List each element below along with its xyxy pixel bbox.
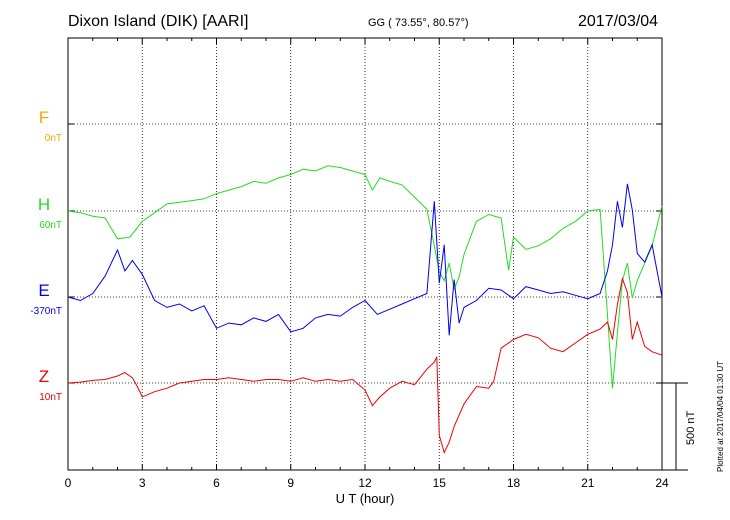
x-axis-ticks: 0 3 6 9 12 15 18 21 24 — [65, 38, 669, 490]
x-tick-label: 9 — [287, 476, 294, 490]
plotted-note: Plotted at 2017/04/04 01:30 UT — [716, 361, 725, 472]
series-name-h: H — [38, 195, 50, 214]
x-tick-label: 24 — [655, 476, 669, 490]
x-tick-label: 3 — [139, 476, 146, 490]
grid — [68, 38, 662, 470]
x-tick-label: 6 — [213, 476, 220, 490]
coordinates-label: GG ( 73.55°, 80.57°) — [368, 17, 469, 29]
series-name-e: E — [38, 281, 49, 300]
x-tick-label: 18 — [507, 476, 521, 490]
x-tick-label: 21 — [581, 476, 595, 490]
series-name-f: F — [39, 108, 49, 127]
scale-bar: 500 nT — [662, 382, 697, 471]
series-baseline-f: 0nT — [45, 133, 62, 144]
x-tick-label: 12 — [358, 476, 372, 490]
series-lines — [67, 165, 663, 455]
series-line-h — [67, 165, 663, 389]
series-baseline-e: -370nT — [30, 306, 62, 317]
series-labels: F 0nT H 60nT E -370nT Z 10nT — [30, 108, 62, 403]
series-baseline-h: 60nT — [39, 220, 62, 231]
station-title: Dixon Island (DIK) [AARI] — [68, 13, 249, 30]
x-tick-label: 15 — [433, 476, 447, 490]
scale-bar-label: 500 nT — [685, 410, 697, 445]
x-tick-label: 0 — [65, 476, 72, 490]
series-baseline-z: 10nT — [39, 392, 62, 403]
series-line-e — [67, 183, 663, 336]
series-line-z — [67, 276, 663, 455]
x-axis-label: U T (hour) — [336, 491, 395, 506]
date-label: 2017/03/04 — [578, 13, 659, 30]
series-name-z: Z — [39, 367, 49, 386]
